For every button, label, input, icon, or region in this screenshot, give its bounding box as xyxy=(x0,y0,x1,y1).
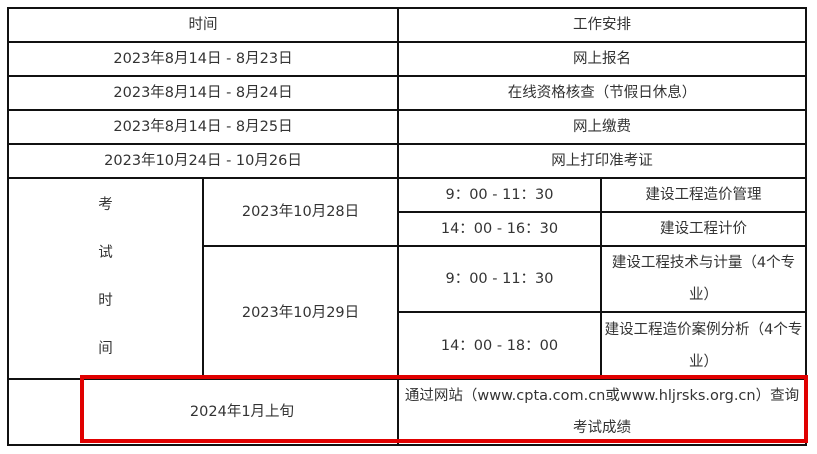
task-cell: 在线资格核查（节假日休息） xyxy=(397,75,807,111)
session-time: 9：00 - 11：30 xyxy=(397,245,602,313)
label-char: 试 xyxy=(98,245,113,261)
session-subject: 建设工程造价案例分析（4个专业） xyxy=(600,311,807,380)
session-subject: 建设工程计价 xyxy=(600,211,807,247)
session-time: 14：00 - 16：30 xyxy=(397,211,602,247)
table-row: 2023年8月14日 - 8月24日 在线资格核查（节假日休息） xyxy=(7,75,807,111)
session-subject: 建设工程造价管理 xyxy=(600,177,807,213)
table-row: 14：00 - 18：00 建设工程造价案例分析（4个专业） xyxy=(8,311,807,380)
table-row: 14：00 - 16：30 建设工程计价 xyxy=(8,211,807,247)
header-row: 时间 工作安排 xyxy=(7,7,807,43)
table-row: 2023年8月14日 - 8月23日 网上报名 xyxy=(7,41,807,77)
table-row: 考 试 时 间 2023年10月28日 9：00 - 11：30 建设工程造价管… xyxy=(7,177,807,380)
exam-date: 2023年10月29日 xyxy=(202,245,399,380)
session-time: 14：00 - 18：00 xyxy=(397,311,602,380)
task-cell: 网上报名 xyxy=(397,41,807,77)
table-row: 2023年10月29日 9：00 - 11：30 建设工程技术与计量（4个专业） xyxy=(8,245,807,380)
label-char: 考 xyxy=(98,197,113,213)
exam-schedule-table: 时间 工作安排 2023年8月14日 - 8月23日 网上报名 2023年8月1… xyxy=(7,7,807,446)
task-cell: 网上打印准考证 xyxy=(397,143,807,179)
exam-date: 2023年10月28日 xyxy=(202,177,399,247)
header-task: 工作安排 xyxy=(397,7,807,43)
exam-time-label: 考 试 时 间 xyxy=(7,177,204,380)
table-row: 2023年8月14日 - 8月25日 网上缴费 xyxy=(7,109,807,145)
time-cell: 2023年8月14日 - 8月23日 xyxy=(7,41,399,77)
session-subject: 建设工程技术与计量（4个专业） xyxy=(600,245,807,313)
table-row: 2023年10月24日 - 10月26日 网上打印准考证 xyxy=(7,143,807,179)
time-cell: 2023年8月14日 - 8月24日 xyxy=(7,75,399,111)
results-time: 2024年1月上旬 xyxy=(7,378,399,446)
highlight-box xyxy=(80,375,808,443)
label-char: 间 xyxy=(98,341,113,357)
task-cell: 网上缴费 xyxy=(397,109,807,145)
session-time: 9：00 - 11：30 xyxy=(397,177,602,213)
time-cell: 2023年10月24日 - 10月26日 xyxy=(7,143,399,179)
time-cell: 2023年8月14日 - 8月25日 xyxy=(7,109,399,145)
header-time: 时间 xyxy=(7,7,399,43)
label-char: 时 xyxy=(98,293,113,309)
